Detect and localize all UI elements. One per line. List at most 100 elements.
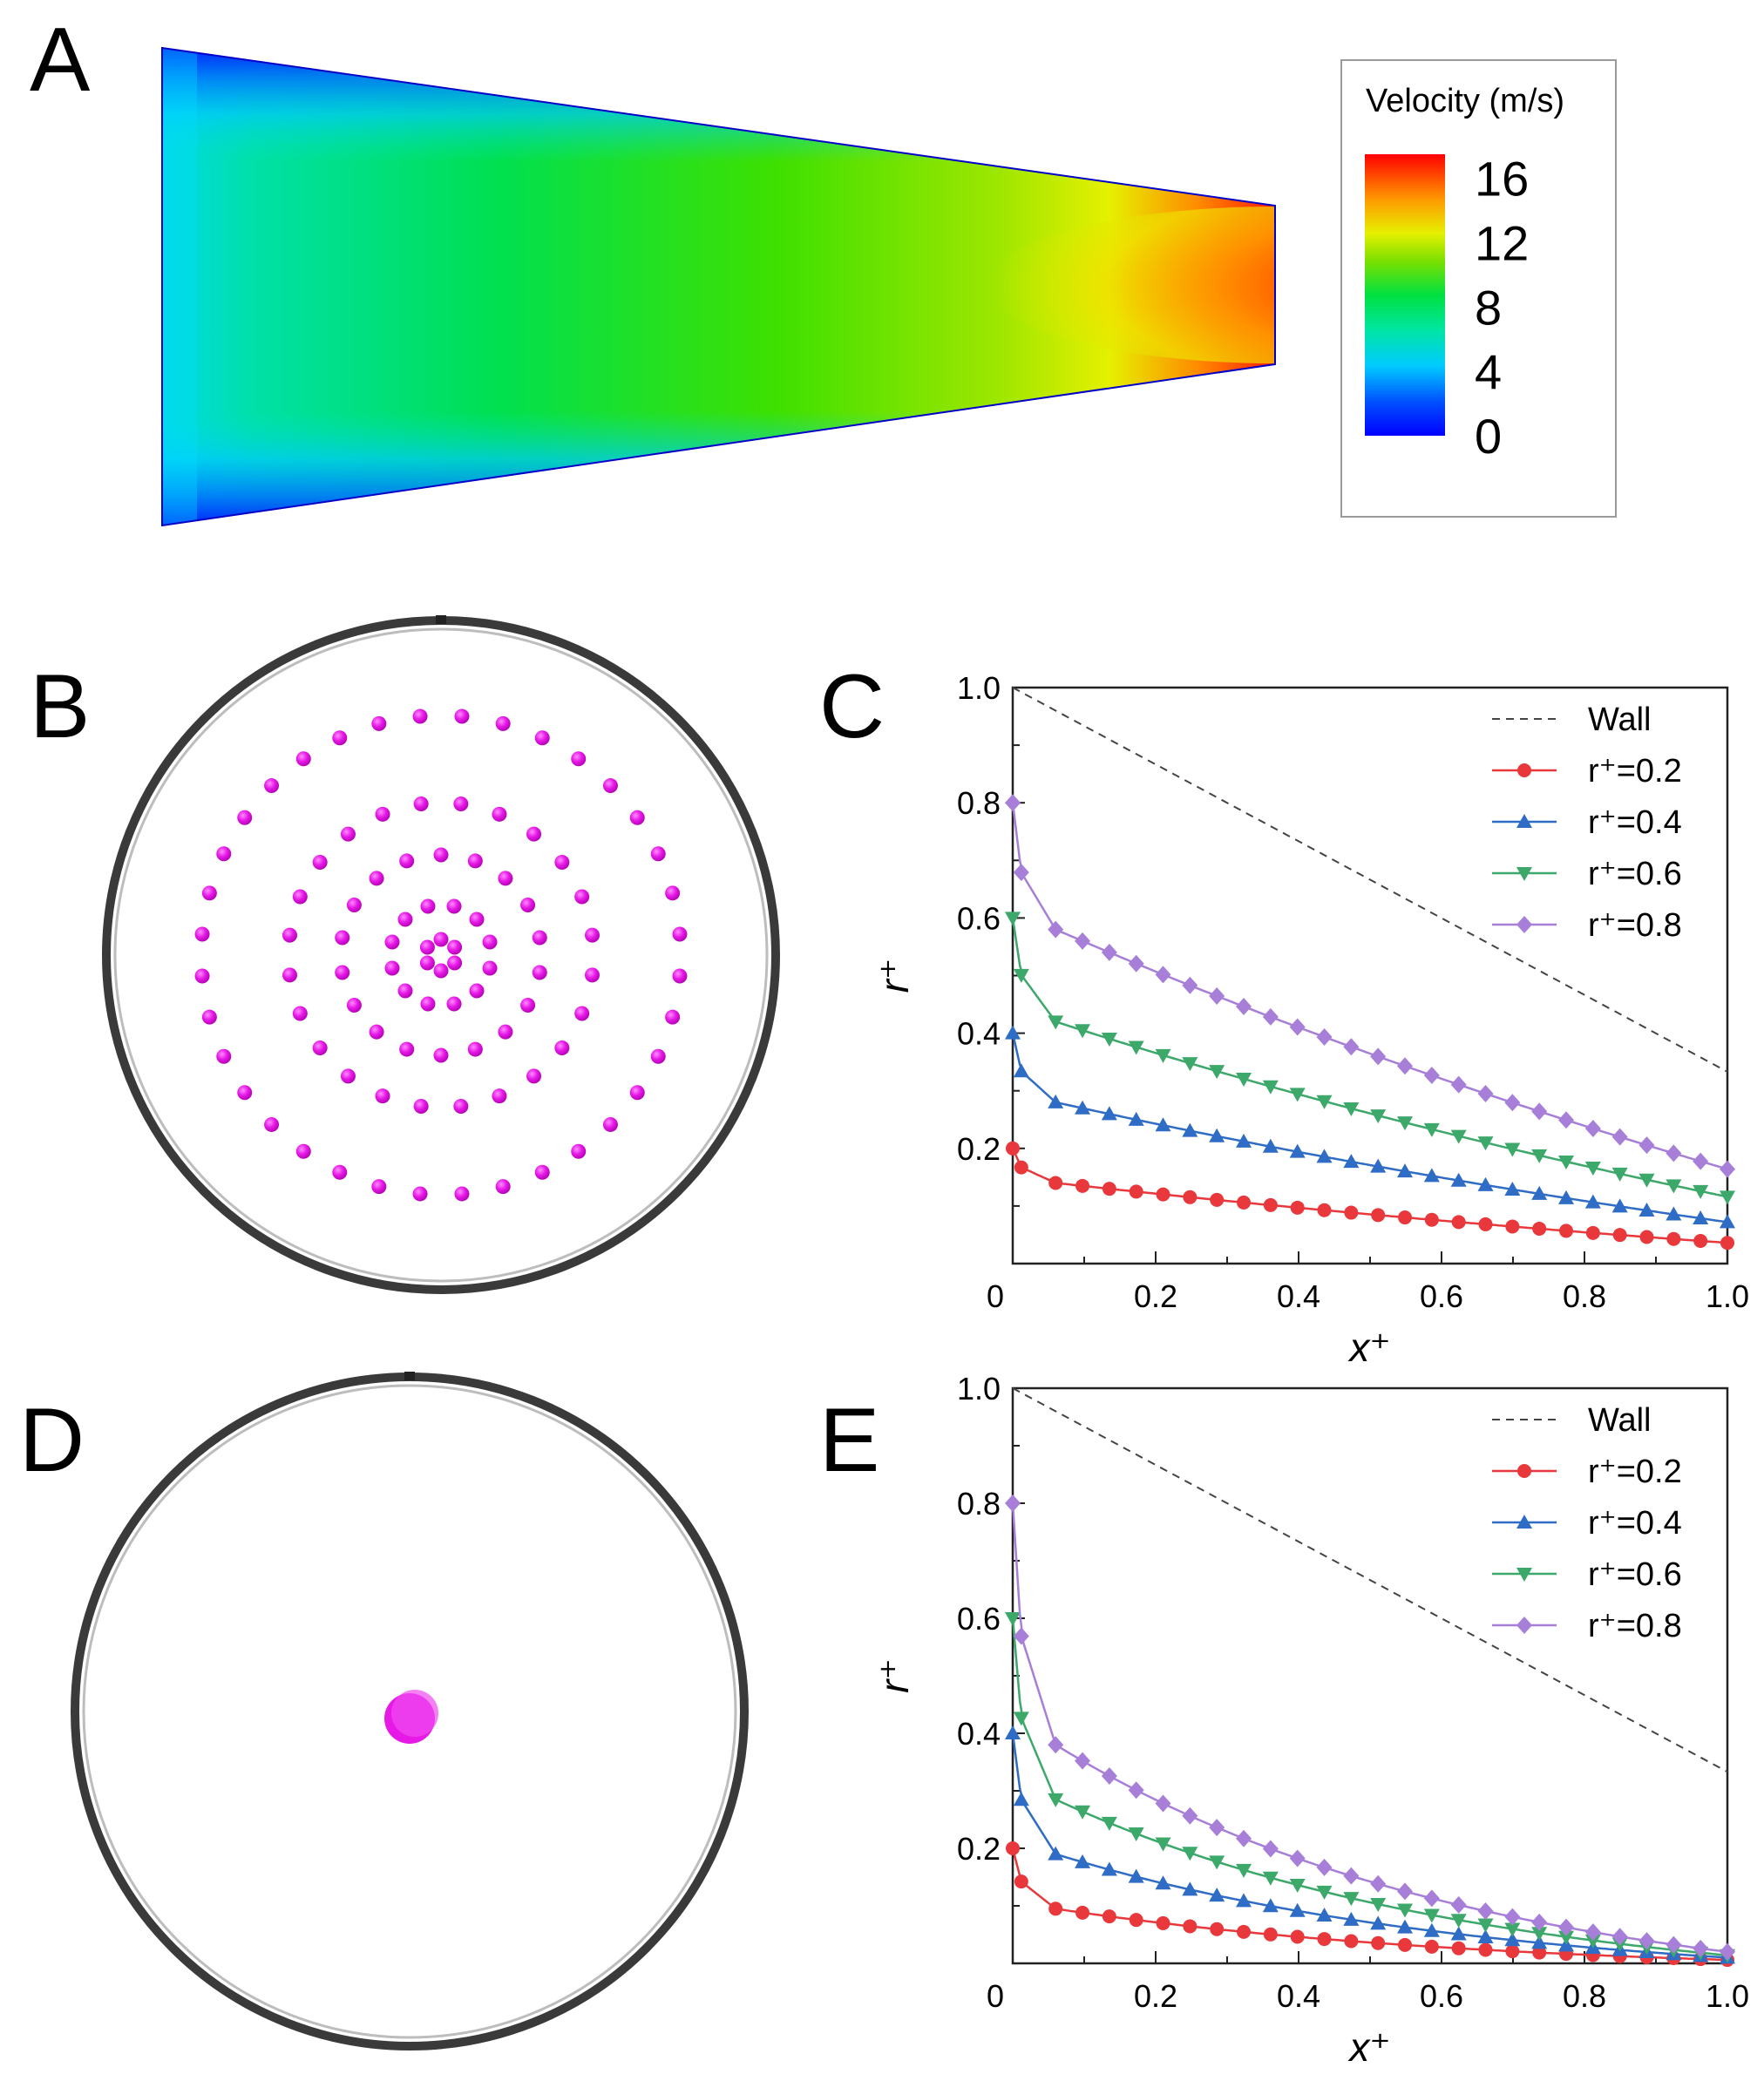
data-point [1316, 1858, 1333, 1876]
particle [201, 885, 217, 901]
data-point [1531, 1927, 1548, 1942]
particle [369, 1024, 384, 1040]
particle [495, 715, 511, 731]
data-point [1584, 1923, 1601, 1942]
data-point [1289, 1849, 1306, 1867]
y-axis-title: r⁺ [872, 959, 917, 993]
legend-marker [1516, 867, 1532, 881]
colorbar-title: Velocity (m/s) [1366, 83, 1564, 119]
legend-label: r⁺=0.8 [1588, 1608, 1682, 1644]
particle [629, 810, 645, 825]
data-point [1397, 1116, 1414, 1131]
data-point [1262, 1007, 1279, 1026]
data-point [1102, 1909, 1116, 1924]
data-point [1720, 1190, 1735, 1205]
particle-cluster-highlight [391, 1690, 438, 1737]
legend-marker [1516, 814, 1532, 828]
data-point [1075, 932, 1091, 950]
x-tick-label: 0.4 [1277, 1278, 1320, 1314]
data-point [1720, 1160, 1735, 1178]
particle [602, 778, 618, 794]
data-point [1478, 1942, 1493, 1957]
data-point [1424, 1212, 1439, 1227]
data-point [1532, 1221, 1547, 1236]
colorbar-tick-label: 0 [1475, 409, 1502, 464]
particle [650, 1048, 666, 1064]
particle [412, 708, 428, 724]
data-point [1236, 1893, 1252, 1908]
legend-label: Wall [1588, 702, 1651, 738]
particle [433, 932, 449, 947]
data-point [1289, 1143, 1306, 1158]
x-tick-label: 0.8 [1563, 1278, 1606, 1314]
particle [534, 1164, 550, 1180]
data-point [1398, 1937, 1413, 1952]
data-point [1075, 1805, 1091, 1820]
x-tick-label: 0.2 [1134, 1978, 1177, 2014]
data-point [1048, 920, 1064, 939]
particle [340, 826, 356, 842]
data-point [1182, 1806, 1198, 1825]
pipe-cross-section-b [102, 615, 780, 1294]
data-point [1505, 1219, 1520, 1234]
data-point [1450, 1914, 1467, 1928]
data-point [1666, 1231, 1681, 1246]
y-tick-label: 0.2 [957, 1831, 1001, 1867]
pipe-seam [436, 615, 446, 624]
data-point [1129, 1913, 1143, 1928]
particle [574, 1006, 590, 1021]
data-point [1155, 1117, 1171, 1132]
data-point [1720, 1236, 1734, 1251]
particle [420, 898, 436, 914]
x-tick-label: 0.4 [1277, 1978, 1320, 2014]
data-point [1693, 1210, 1709, 1225]
data-point [1101, 1766, 1117, 1785]
data-point [1370, 1874, 1387, 1893]
data-point [1236, 1073, 1252, 1088]
data-point [1477, 1085, 1494, 1103]
data-point [1013, 864, 1029, 882]
data-point [1638, 1202, 1655, 1217]
particle [554, 854, 570, 870]
data-point [1005, 1025, 1021, 1040]
data-point [1478, 1217, 1493, 1231]
data-point [1477, 1901, 1494, 1920]
data-point [1263, 1197, 1278, 1212]
particle [520, 898, 536, 912]
data-point [1128, 1781, 1144, 1800]
data-point [1423, 1922, 1440, 1937]
legend-label: r⁺=0.4 [1588, 804, 1682, 841]
particle [194, 968, 210, 984]
legend-label: r⁺=0.8 [1588, 907, 1682, 944]
particle [419, 939, 435, 955]
x-tick-label: 0.6 [1420, 1278, 1463, 1314]
particle [282, 927, 297, 943]
data-point [1316, 1095, 1333, 1109]
data-point [1343, 1038, 1360, 1056]
data-point [1075, 1024, 1091, 1039]
x-tick-label: 0.6 [1420, 1978, 1463, 2014]
particle [526, 1068, 542, 1084]
data-point [1236, 1863, 1252, 1878]
data-point [1262, 1898, 1279, 1913]
data-point [1450, 1172, 1467, 1187]
x-tick-label: 0 [987, 1278, 1004, 1314]
data-point [1423, 1889, 1440, 1908]
data-point [1316, 1885, 1333, 1900]
data-point [1210, 1192, 1225, 1207]
colorbar-tick-label: 16 [1475, 152, 1529, 207]
legend-label: r⁺=0.4 [1588, 1505, 1682, 1542]
data-point [1639, 1230, 1654, 1244]
data-point [1262, 1840, 1279, 1858]
data-point [1666, 1935, 1682, 1954]
data-point [1343, 1867, 1360, 1885]
particle [492, 1088, 507, 1104]
data-point [1209, 1855, 1225, 1870]
data-point [1344, 1205, 1359, 1220]
data-point [1343, 1911, 1360, 1926]
particle [237, 810, 253, 825]
particle [534, 730, 550, 746]
colorbar-gradient [1365, 154, 1445, 436]
data-point [1237, 1195, 1252, 1210]
